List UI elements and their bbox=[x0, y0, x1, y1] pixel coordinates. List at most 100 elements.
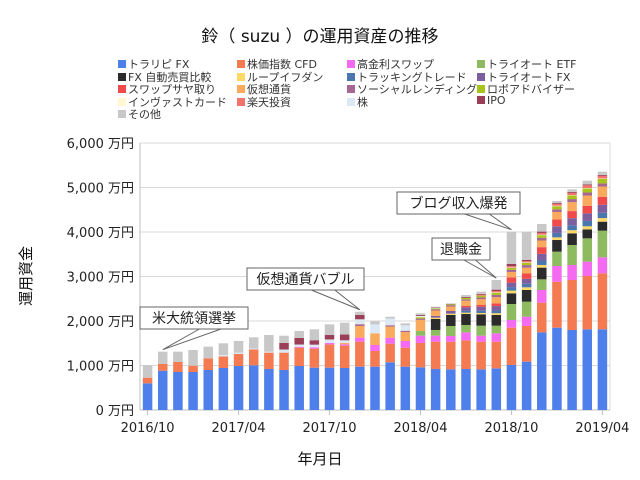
bar-segment bbox=[476, 291, 486, 294]
bar-segment bbox=[400, 366, 411, 410]
legend-item: 楽天投資 bbox=[237, 94, 291, 110]
bar-segment bbox=[461, 332, 471, 341]
legend-item: 株 bbox=[347, 94, 368, 110]
bar-segment bbox=[446, 305, 456, 307]
legend-swatch bbox=[237, 85, 245, 94]
bar-segment bbox=[446, 314, 456, 326]
bar-segment bbox=[506, 287, 517, 291]
bar-segment bbox=[537, 235, 547, 238]
bar-segment bbox=[415, 314, 426, 316]
bar-segment bbox=[355, 337, 365, 342]
bar-segment bbox=[430, 317, 441, 319]
bar-segment bbox=[552, 232, 562, 238]
bar-segment bbox=[597, 174, 608, 176]
bar-segment bbox=[476, 335, 486, 342]
bar-segment bbox=[461, 297, 471, 298]
bar-segment bbox=[279, 349, 289, 353]
bar-segment bbox=[218, 356, 229, 368]
callout-text: ブログ収入爆発 bbox=[410, 195, 508, 212]
bar-segment bbox=[582, 276, 593, 330]
bar-segment bbox=[537, 223, 547, 232]
legend-swatch bbox=[237, 72, 245, 81]
bar-segment bbox=[248, 348, 259, 350]
bar-segment bbox=[203, 369, 213, 410]
bar-segment bbox=[355, 325, 365, 338]
legend-label: トラッキングトレード bbox=[357, 70, 467, 84]
bar-segment bbox=[567, 230, 577, 234]
bar-segment bbox=[430, 369, 441, 410]
bar-segment bbox=[142, 383, 153, 410]
callout-pointer bbox=[464, 213, 512, 231]
bar-segment bbox=[506, 320, 517, 328]
bar-segment bbox=[430, 329, 441, 336]
legend-swatch bbox=[477, 60, 485, 68]
bar-segment bbox=[294, 337, 304, 345]
bar-segment bbox=[415, 342, 426, 368]
bar-segment bbox=[461, 314, 471, 326]
bar-segment bbox=[491, 310, 502, 314]
legend-swatch bbox=[477, 72, 485, 81]
bar-segment bbox=[339, 345, 350, 368]
bar-segment bbox=[248, 365, 259, 410]
bar-segment bbox=[521, 316, 532, 326]
bar-segment bbox=[461, 297, 471, 300]
bar-segment bbox=[430, 310, 441, 316]
legend-label: ループイフダン bbox=[247, 70, 324, 84]
x-tick-label: 2017/10 bbox=[303, 421, 357, 436]
bar-segment bbox=[461, 295, 471, 298]
bar-segment bbox=[218, 343, 229, 355]
bar-segment bbox=[597, 196, 608, 205]
bar-segment bbox=[506, 277, 517, 283]
bar-segment bbox=[264, 369, 274, 410]
bar-segment bbox=[385, 326, 395, 338]
bar-segment bbox=[461, 369, 471, 410]
bar-segment bbox=[597, 212, 608, 219]
bar-segment bbox=[552, 327, 562, 410]
legend-item: その他 bbox=[118, 106, 161, 122]
callout-box bbox=[396, 191, 521, 215]
bar-segment bbox=[582, 192, 593, 196]
legend-item: トラリピ FX bbox=[118, 56, 189, 72]
bar-segment bbox=[248, 337, 259, 349]
bar-segment bbox=[476, 310, 486, 313]
bar-segment bbox=[446, 369, 456, 410]
bar-segment bbox=[521, 283, 532, 288]
bar-segment bbox=[370, 321, 380, 325]
bar-segment bbox=[173, 371, 183, 410]
callout-text: 仮想通貨バブル bbox=[257, 271, 355, 288]
bar-segment bbox=[279, 352, 289, 370]
bar-segment bbox=[582, 238, 593, 262]
bar-segment bbox=[157, 351, 168, 364]
bar-segment bbox=[567, 192, 577, 196]
bar-segment bbox=[173, 351, 183, 362]
bar-segment bbox=[415, 313, 426, 315]
bar-segment bbox=[537, 332, 547, 410]
legend-swatch bbox=[347, 72, 355, 81]
bar-segment bbox=[309, 347, 320, 349]
bar-segment bbox=[339, 342, 350, 345]
bar-segment bbox=[537, 302, 547, 333]
bar-segment bbox=[415, 317, 426, 319]
bar-segment bbox=[446, 303, 456, 304]
bar-segment bbox=[400, 323, 411, 326]
bar-segment bbox=[521, 361, 532, 410]
bar-segment bbox=[385, 316, 395, 319]
bar-segment bbox=[552, 200, 562, 204]
bar-segment bbox=[521, 287, 532, 290]
bar-segment bbox=[597, 186, 608, 197]
legend-item: FX 自動売買比較 bbox=[118, 69, 211, 85]
bar-segment bbox=[415, 319, 426, 332]
bar-segment bbox=[552, 265, 562, 282]
bar-segment bbox=[582, 226, 593, 230]
legend-swatch bbox=[347, 97, 355, 106]
bar-segment bbox=[506, 231, 517, 264]
bar-segment bbox=[537, 240, 547, 248]
bar-segment bbox=[567, 265, 577, 281]
bar-segment bbox=[446, 335, 456, 342]
legend-item: IPO bbox=[477, 94, 506, 107]
legend-item: インヴァストカード bbox=[118, 94, 227, 110]
bar-segment bbox=[521, 301, 532, 317]
callout-text: 米大統領選挙 bbox=[152, 310, 236, 327]
bar-segment bbox=[582, 329, 593, 410]
